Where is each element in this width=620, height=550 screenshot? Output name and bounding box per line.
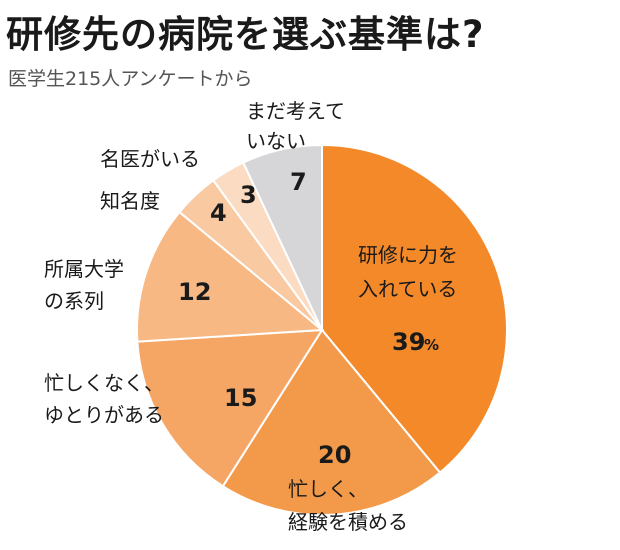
- slice-label-1-line-2: 入れている: [358, 277, 457, 301]
- pie-slice-2: [221, 328, 442, 516]
- pie-slice-4: [136, 210, 325, 343]
- slice-label-1-line-1: 研修に力を: [358, 243, 458, 267]
- slice-label-2-line-1: 忙しく、: [288, 477, 368, 501]
- slice-label-3-line-1: 忙しくなく、: [44, 371, 164, 395]
- slice-label-2-line-2: 経験を積める: [288, 510, 408, 534]
- pie-slice-1: [321, 143, 508, 474]
- chart-subtitle: 医学生215人アンケートから: [8, 68, 253, 90]
- slice-label-5-line-1: 知名度: [100, 189, 160, 213]
- slice-value-6: 3: [240, 181, 257, 209]
- slice-value-2: 20: [318, 441, 351, 469]
- chart-title: 研修先の病院を選ぶ基準は?: [6, 13, 485, 56]
- slice-value-7: 7: [290, 168, 307, 196]
- slice-label-4-line-1: 所属大学: [44, 257, 124, 281]
- pie-slice-3: [136, 328, 324, 488]
- slice-label-7-line-2: いない: [246, 129, 306, 153]
- slice-unit: %: [424, 336, 439, 354]
- slice-label-4-line-2: の系列: [44, 289, 104, 313]
- slice-label-3-line-2: ゆとりがある: [44, 403, 164, 427]
- slice-label-7-line-1: まだ考えて: [246, 99, 345, 123]
- slice-value-4: 12: [178, 278, 211, 306]
- slice-value-1: 39: [392, 328, 425, 356]
- slice-label-6-line-1: 名医がいる: [100, 147, 200, 171]
- slice-value-5: 4: [210, 199, 227, 227]
- slice-value-3: 15: [224, 384, 257, 412]
- pie-slice-7: [241, 143, 323, 331]
